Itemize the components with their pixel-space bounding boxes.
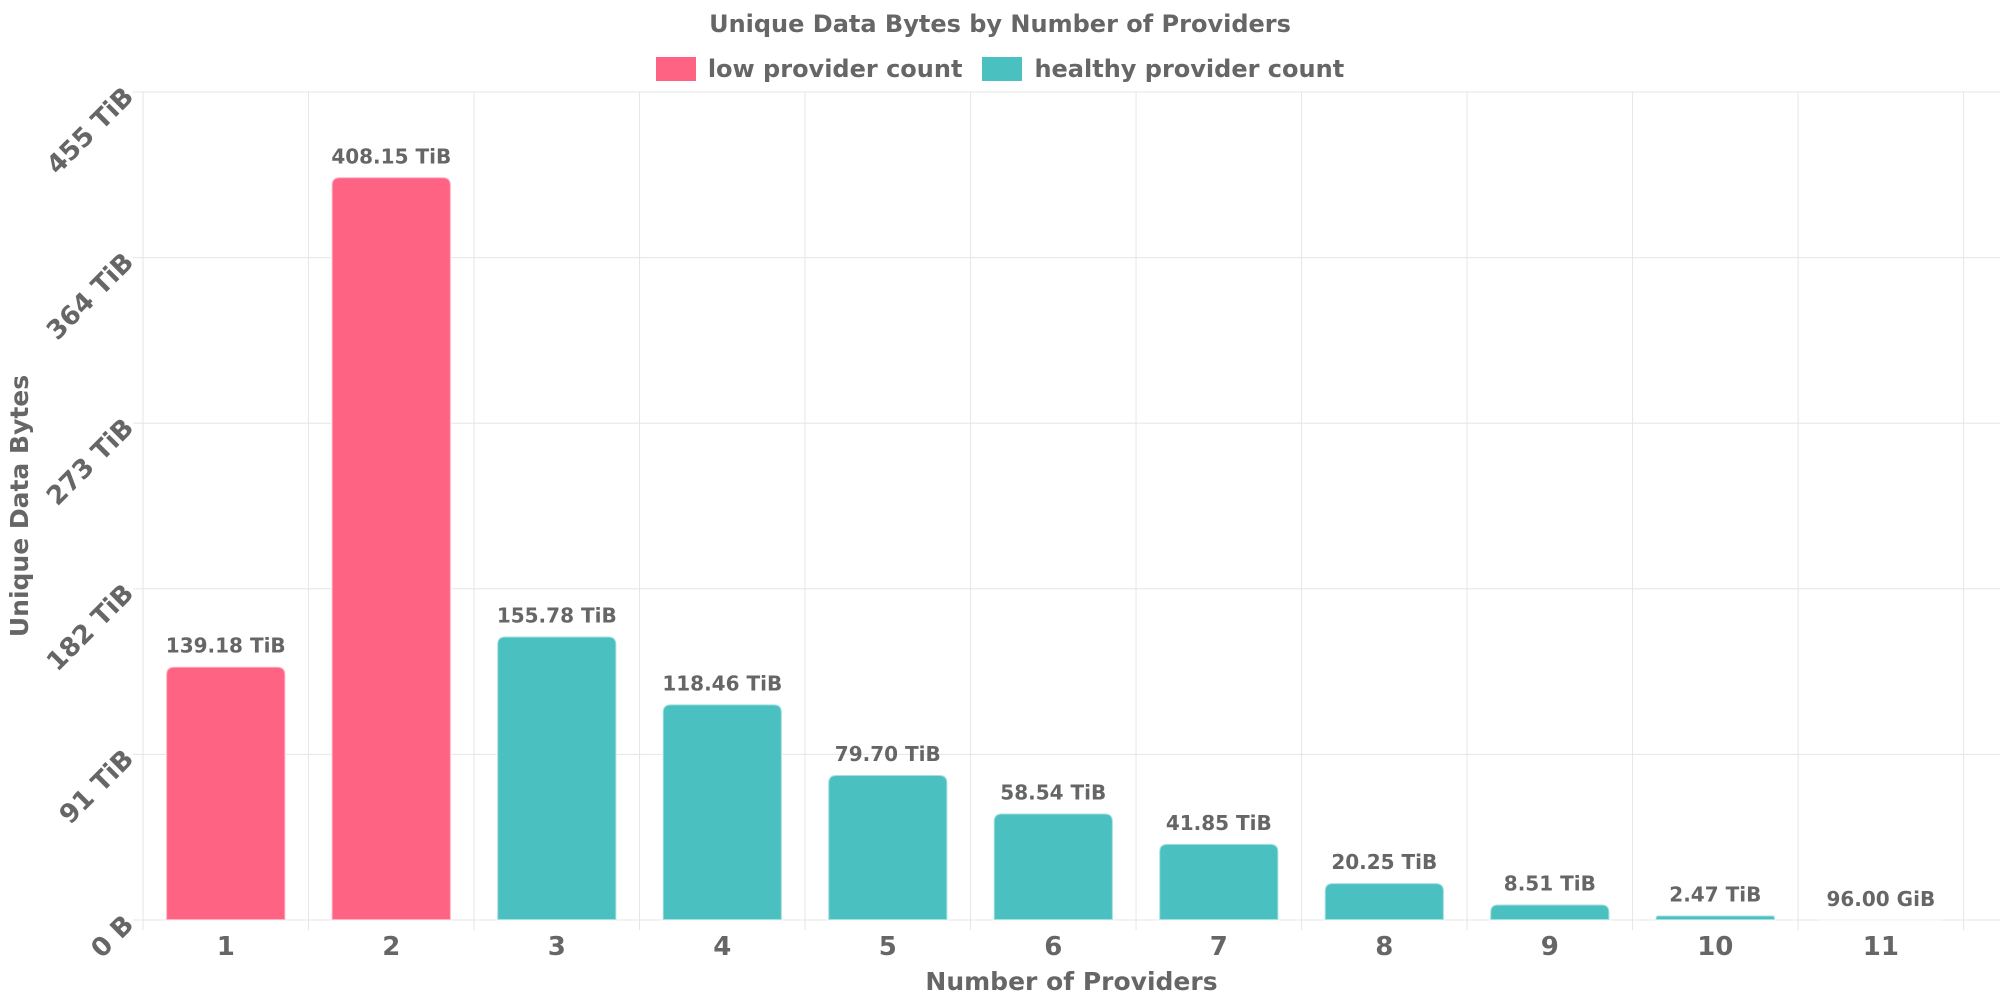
chart-title: Unique Data Bytes by Number of Providers [709,10,1291,38]
x-axis-title: Number of Providers [925,967,1217,996]
x-tick-label: 5 [879,932,897,962]
x-tick-label: 1 [217,932,235,962]
data-label: 155.78 TiB [497,604,617,628]
x-tick-label: 2 [382,932,400,962]
legend-label-low: low provider count [707,55,963,83]
y-tick-label: 273 TiB [41,413,140,512]
x-tick-label: 10 [1697,932,1733,962]
data-label: 41.85 TiB [1166,811,1272,835]
x-tick-label: 7 [1210,932,1228,962]
legend-item-healthy[interactable]: healthy provider count [982,55,1344,83]
bar [1654,914,1776,921]
legend-swatch-healthy [982,57,1023,81]
x-tick-label: 9 [1541,932,1559,962]
y-tick-label: 0 B [86,910,140,964]
y-axis-title: Unique Data Bytes [5,375,34,637]
bar [496,635,618,921]
bar [165,665,287,921]
bar [827,773,949,921]
x-tick-label: 8 [1375,932,1393,962]
y-tick-label: 364 TiB [41,247,140,346]
y-tick-label: 455 TiB [41,82,140,181]
bar [1323,882,1445,921]
bar [1489,903,1611,921]
data-label: 8.51 TiB [1504,872,1596,896]
legend-swatch-low [655,57,696,81]
legend-item-low[interactable]: low provider count [655,55,963,83]
bar [330,176,452,921]
data-label: 79.70 TiB [835,742,941,766]
y-tick-label: 91 TiB [54,744,140,830]
data-label: 96.00 GiB [1826,887,1935,911]
bar [661,703,783,921]
y-tick-label: 182 TiB [41,579,140,678]
data-label: 139.18 TiB [166,634,286,658]
data-label: 2.47 TiB [1669,883,1761,907]
bar [1158,842,1280,921]
x-tick-label: 3 [548,932,566,962]
x-tick-label: 6 [1044,932,1062,962]
data-label: 408.15 TiB [331,144,451,168]
bar [992,812,1114,921]
x-tick-label: 4 [713,932,731,962]
data-label: 118.46 TiB [662,671,782,695]
bar [1820,918,1942,921]
data-label: 20.25 TiB [1331,850,1437,874]
legend: low provider count healthy provider coun… [0,55,2000,83]
legend-label-healthy: healthy provider count [1034,55,1345,83]
x-tick-label: 11 [1863,932,1899,962]
data-label: 58.54 TiB [1000,780,1106,804]
